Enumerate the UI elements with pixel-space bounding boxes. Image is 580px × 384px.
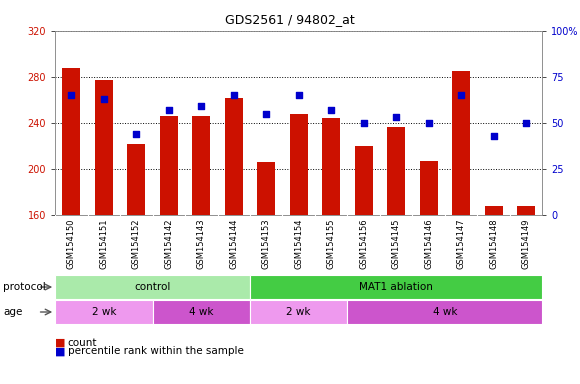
Bar xyxy=(485,206,502,215)
Text: control: control xyxy=(135,282,171,292)
Text: ■: ■ xyxy=(55,338,66,348)
Text: GSM154153: GSM154153 xyxy=(262,218,271,269)
Text: GSM154152: GSM154152 xyxy=(132,218,141,268)
Point xyxy=(327,107,336,113)
Point xyxy=(456,92,466,98)
Bar xyxy=(387,127,405,215)
Point xyxy=(359,120,368,126)
Text: GSM154155: GSM154155 xyxy=(327,218,336,268)
Bar xyxy=(355,146,372,215)
Bar xyxy=(153,300,250,324)
Text: protocol: protocol xyxy=(3,282,46,292)
Text: 2 wk: 2 wk xyxy=(287,307,311,317)
Bar xyxy=(517,206,535,215)
Text: MAT1 ablation: MAT1 ablation xyxy=(359,282,433,292)
Bar xyxy=(160,116,177,215)
Text: GSM154143: GSM154143 xyxy=(197,218,206,269)
Bar xyxy=(452,71,470,215)
Text: GSM154154: GSM154154 xyxy=(294,218,303,268)
Text: age: age xyxy=(3,307,22,317)
Point xyxy=(521,120,531,126)
Point xyxy=(229,92,238,98)
Point xyxy=(294,92,303,98)
Point xyxy=(262,111,271,117)
Text: GSM154147: GSM154147 xyxy=(456,218,466,269)
Text: GSM154142: GSM154142 xyxy=(164,218,173,268)
Text: GSM154156: GSM154156 xyxy=(359,218,368,269)
Text: GSM154146: GSM154146 xyxy=(424,218,433,269)
Point xyxy=(197,103,206,109)
Text: GSM154144: GSM154144 xyxy=(229,218,238,268)
Point xyxy=(489,133,498,139)
Text: percentile rank within the sample: percentile rank within the sample xyxy=(68,346,244,356)
Bar xyxy=(128,144,145,215)
Bar xyxy=(193,116,210,215)
Bar xyxy=(290,114,307,215)
Bar xyxy=(250,275,542,299)
Point xyxy=(99,96,108,102)
Text: count: count xyxy=(68,338,97,348)
Point xyxy=(67,92,76,98)
Bar xyxy=(63,68,80,215)
Point xyxy=(392,114,401,121)
Bar xyxy=(258,162,275,215)
Bar xyxy=(347,300,542,324)
Bar xyxy=(322,118,340,215)
Text: ■: ■ xyxy=(55,346,66,356)
Bar xyxy=(95,80,113,215)
Text: GSM154148: GSM154148 xyxy=(489,218,498,269)
Text: GSM154145: GSM154145 xyxy=(392,218,401,268)
Bar xyxy=(55,275,250,299)
Text: 2 wk: 2 wk xyxy=(92,307,116,317)
Text: GSM154149: GSM154149 xyxy=(521,218,531,268)
Text: GDS2561 / 94802_at: GDS2561 / 94802_at xyxy=(225,13,355,26)
Point xyxy=(424,120,433,126)
Bar xyxy=(55,300,153,324)
Bar xyxy=(250,300,347,324)
Text: GSM154151: GSM154151 xyxy=(99,218,108,268)
Point xyxy=(132,131,141,137)
Bar xyxy=(420,161,437,215)
Text: 4 wk: 4 wk xyxy=(189,307,213,317)
Point xyxy=(164,107,173,113)
Text: 4 wk: 4 wk xyxy=(433,307,457,317)
Bar xyxy=(225,98,242,215)
Text: GSM154150: GSM154150 xyxy=(67,218,76,268)
